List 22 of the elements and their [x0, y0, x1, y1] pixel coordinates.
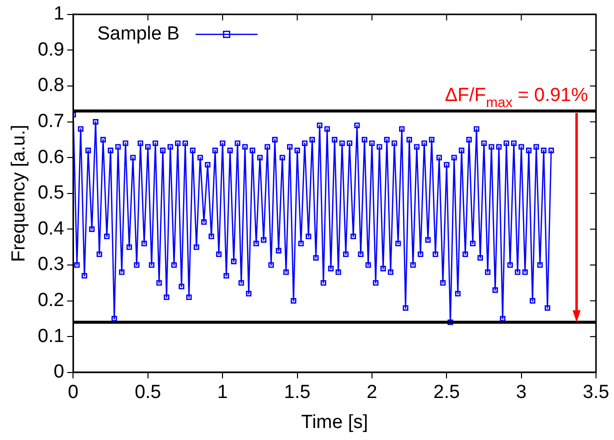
x-tick-label: 3.5: [582, 382, 610, 404]
y-axis-title: Frequency [a.u.]: [8, 124, 30, 262]
y-tick-label: 0.1: [38, 326, 64, 347]
y-tick-label: 0.3: [38, 254, 64, 276]
y-tick-label: 0.9: [38, 39, 64, 60]
x-axis-title: Time [s]: [301, 412, 368, 433]
y-tick-label: 0.6: [38, 146, 64, 168]
y-tick-label: 0.5: [38, 182, 64, 204]
x-tick-label: 0.5: [134, 382, 162, 404]
x-tick-label: 1: [217, 382, 228, 404]
y-tick-label: 0.4: [38, 218, 65, 240]
x-tick-label: 0: [68, 382, 78, 404]
y-tick-label: 1: [54, 4, 64, 25]
y-tick-label: 0.7: [38, 111, 64, 132]
legend-label: Sample B: [97, 24, 180, 45]
y-tick-label: 0: [54, 362, 64, 383]
x-tick-label: 1.5: [284, 382, 310, 404]
x-tick-label: 2: [366, 382, 378, 404]
y-tick-label: 0.2: [38, 290, 64, 312]
x-tick-label: 2.5: [433, 382, 460, 404]
x-tick-label: 3: [516, 382, 527, 404]
y-tick-label: 0.8: [38, 75, 64, 96]
